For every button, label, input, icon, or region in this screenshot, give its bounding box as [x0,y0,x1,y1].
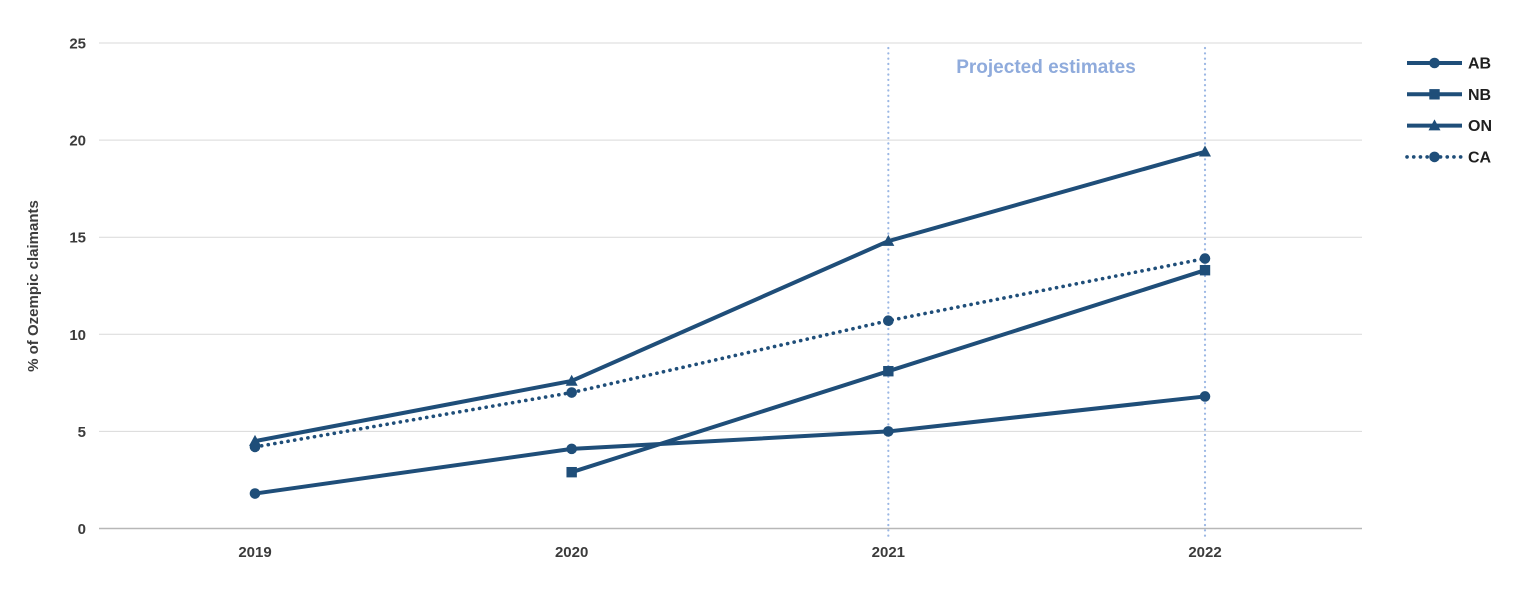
legend-marker-ON [1428,119,1441,131]
projection-annotation-label: Projected estimates [956,57,1136,78]
series-line-ON [253,149,1207,444]
legend-marker-AB [1429,57,1440,69]
projection-region [887,46,1207,539]
legend-label-CA: CA [1468,149,1492,166]
data-point-AB-2019 [249,488,261,499]
legend-item-ON: ON [1407,118,1492,135]
legend-label-NB: NB [1468,87,1491,104]
y-tick-label-5: 5 [78,424,86,441]
data-point-AB-2020 [566,443,577,455]
data-point-CA-2020 [566,387,577,398]
x-tick-label-2020: 2020 [555,544,588,561]
legend-item-AB: AB [1407,56,1491,73]
legend-marker-CA [1429,151,1440,163]
legend: AB NB ON CA [1405,56,1492,166]
y-tick-label-15: 15 [69,230,86,247]
data-point-NB-2021 [883,365,894,377]
data-point-CA-2022 [1199,253,1211,264]
x-tick-label-2019: 2019 [238,544,271,561]
grid-layer: 0 5 10 15 20 25 2019 2020 2021 2022 [69,36,1362,561]
data-point-ON-2020 [565,374,578,386]
y-axis-title: % of Ozempic claimants [25,200,42,372]
y-tick-label-10: 10 [69,327,86,344]
legend-marker-NB [1429,89,1440,100]
data-point-AB-2021 [883,426,894,437]
data-point-NB-2022 [1199,265,1211,276]
data-point-NB-2020 [566,466,577,478]
data-point-CA-2019 [249,441,261,453]
data-point-CA-2021 [883,315,894,327]
data-point-AB-2022 [1199,391,1211,402]
series-line-AB [253,394,1207,496]
legend-item-NB: NB [1407,87,1491,104]
x-tick-label-2021: 2021 [872,544,905,561]
x-tick-label-2022: 2022 [1188,544,1221,561]
y-tick-label-25: 25 [69,36,86,53]
data-point-ON-2021 [882,234,895,246]
legend-label-ON: ON [1468,118,1492,135]
series-layer [249,145,1211,499]
series-line-CA [253,256,1207,449]
legend-item-CA: CA [1405,149,1492,166]
y-tick-label-0: 0 [78,521,86,538]
y-tick-label-20: 20 [69,133,86,150]
legend-label-AB: AB [1468,56,1491,73]
data-point-ON-2022 [1199,145,1211,157]
